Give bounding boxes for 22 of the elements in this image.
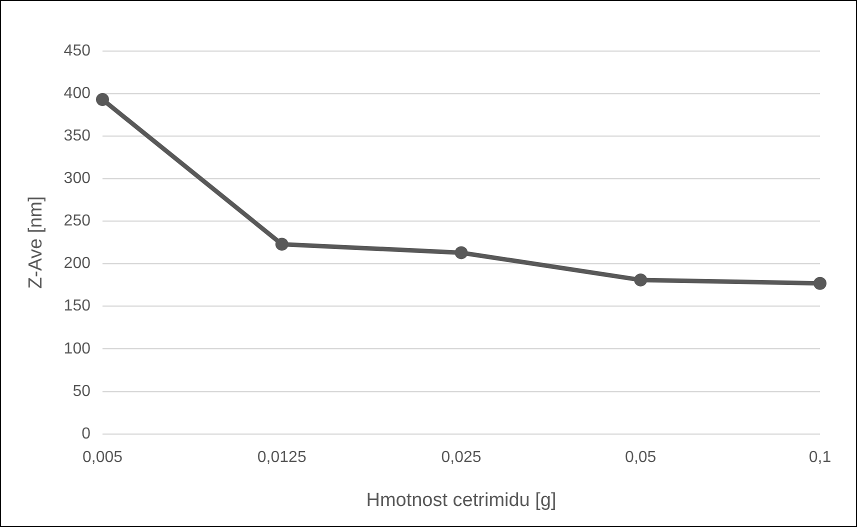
x-tick-label: 0,05 xyxy=(625,449,656,466)
y-tick-label: 350 xyxy=(64,128,91,145)
x-tick-label: 0,025 xyxy=(441,449,482,466)
point xyxy=(634,273,648,286)
x-tick-label: 0,0125 xyxy=(257,449,306,466)
y-tick-label: 150 xyxy=(64,298,91,315)
x-tick-label: 0,005 xyxy=(82,449,123,466)
y-tick-label: 200 xyxy=(64,255,91,272)
x-tick-label: 0,1 xyxy=(808,449,832,466)
x-axis-title: Hmotnost cetrimidu [g] xyxy=(366,490,556,511)
y-tick-label: 450 xyxy=(64,42,91,60)
y-tick-label: 50 xyxy=(72,382,91,400)
point xyxy=(454,246,468,260)
point xyxy=(814,276,826,290)
y-tick-label: 300 xyxy=(64,170,91,188)
y-tick-label: 250 xyxy=(64,212,91,230)
point xyxy=(275,238,288,251)
y-axis-title: Z-Ave [nm] xyxy=(26,196,47,289)
y-tick-label: 0 xyxy=(82,425,91,442)
point xyxy=(96,93,109,106)
y-tick-label: 100 xyxy=(64,340,91,358)
y-tick-label: 400 xyxy=(64,84,91,102)
